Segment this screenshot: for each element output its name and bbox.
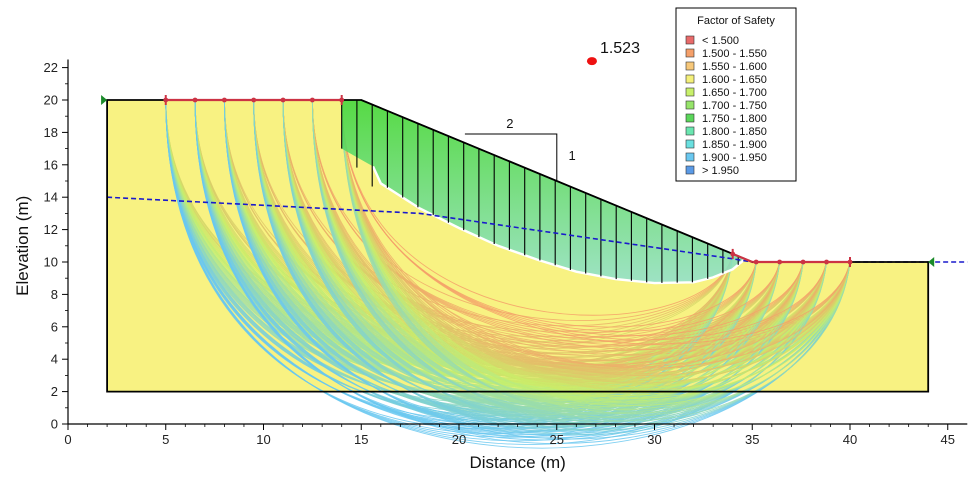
legend-swatch xyxy=(685,87,695,97)
y-tick-label: 18 xyxy=(44,125,58,140)
exit-point xyxy=(824,259,829,265)
right-support-icon xyxy=(928,257,935,267)
legend-swatch xyxy=(685,152,695,162)
annotations: 1.523 2 1 xyxy=(464,40,640,181)
critical-slip-surface xyxy=(371,165,746,285)
legend-label: 1.550 - 1.600 xyxy=(702,61,767,73)
legend-label: 1.800 - 1.850 xyxy=(702,126,767,138)
entry-exit-markers xyxy=(101,95,935,267)
legend-label: < 1.500 xyxy=(702,35,739,47)
legend-swatch xyxy=(685,100,695,110)
entry-point xyxy=(192,97,198,103)
x-tick-label: 30 xyxy=(647,432,661,447)
y-tick-label: 0 xyxy=(51,417,58,432)
legend-swatch xyxy=(685,165,695,175)
x-tick-label: 40 xyxy=(843,432,857,447)
legend-label: 1.700 - 1.750 xyxy=(702,100,767,112)
y-axis-label: Elevation (m) xyxy=(13,196,32,296)
y-tick-label: 16 xyxy=(44,157,58,172)
legend-label: 1.850 - 1.900 xyxy=(702,139,767,151)
legend-label: 1.750 - 1.800 xyxy=(702,113,767,125)
y-tick-label: 20 xyxy=(44,93,58,108)
legend-swatch xyxy=(685,74,695,84)
slip-surfaces xyxy=(165,99,851,449)
exit-point xyxy=(800,259,806,265)
y-tick-label: 2 xyxy=(51,384,58,399)
slip-surface xyxy=(253,99,851,391)
x-tick-label: 20 xyxy=(452,432,466,447)
slip-surface xyxy=(341,99,851,414)
y-tick-label: 8 xyxy=(51,287,58,302)
y-tick-label: 14 xyxy=(44,190,58,205)
x-tick-label: 10 xyxy=(256,432,270,447)
slope-ratio-run: 2 xyxy=(506,116,513,131)
legend-label: > 1.950 xyxy=(702,165,739,177)
legend-swatch xyxy=(685,48,695,58)
slip-surface xyxy=(341,99,851,399)
critical-slices xyxy=(341,100,739,283)
legend-label: 1.500 - 1.550 xyxy=(702,48,767,60)
legend-swatch xyxy=(685,61,695,71)
legend-label: 1.900 - 1.950 xyxy=(702,152,767,164)
exit-point xyxy=(777,259,783,265)
y-tick-label: 12 xyxy=(44,222,58,237)
slip-surface xyxy=(341,99,851,391)
entry-point xyxy=(251,97,257,103)
x-tick-label: 45 xyxy=(941,432,955,447)
slip-surface xyxy=(311,99,851,378)
critical-fos-label: 1.523 xyxy=(600,40,640,57)
y-tick-label: 4 xyxy=(51,352,58,367)
entry-point xyxy=(309,97,315,103)
left-support-icon xyxy=(101,95,108,105)
legend-title: Factor of Safety xyxy=(697,15,775,27)
slope-ratio-rise: 1 xyxy=(568,148,575,163)
x-tick-label: 5 xyxy=(162,432,169,447)
critical-wedge-fill xyxy=(341,100,745,284)
x-axis-label: Distance (m) xyxy=(469,453,565,472)
y-tick-label: 10 xyxy=(44,255,58,270)
legend-box xyxy=(675,7,797,182)
exit-range-bar xyxy=(732,252,753,264)
exit-point xyxy=(753,259,759,265)
slope-ratio-triangle xyxy=(464,133,558,181)
legend-label: 1.650 - 1.700 xyxy=(702,87,767,99)
slip-surface xyxy=(341,99,734,316)
legend-swatch xyxy=(685,139,695,149)
legend-swatch xyxy=(685,126,695,136)
x-tick-label: 15 xyxy=(354,432,368,447)
legend-swatch xyxy=(685,113,695,123)
critical-center-point xyxy=(586,57,597,66)
entry-point xyxy=(280,97,286,103)
x-tick-label: 35 xyxy=(745,432,759,447)
y-tick-label: 22 xyxy=(44,60,58,75)
critical-wedge xyxy=(341,100,746,285)
y-tick-label: 6 xyxy=(51,319,58,334)
entry-point xyxy=(222,97,227,103)
axes: 0 5 10 15 20 25 30 35 40 450246810121416182022Dis… xyxy=(13,59,968,472)
x-tick-label: 25 xyxy=(550,432,564,447)
slip-surface xyxy=(341,99,851,406)
x-tick-label: 0 xyxy=(64,432,71,447)
slip-surface xyxy=(341,99,851,422)
legend-swatch xyxy=(685,35,695,45)
legend-label: 1.600 - 1.650 xyxy=(702,74,767,86)
